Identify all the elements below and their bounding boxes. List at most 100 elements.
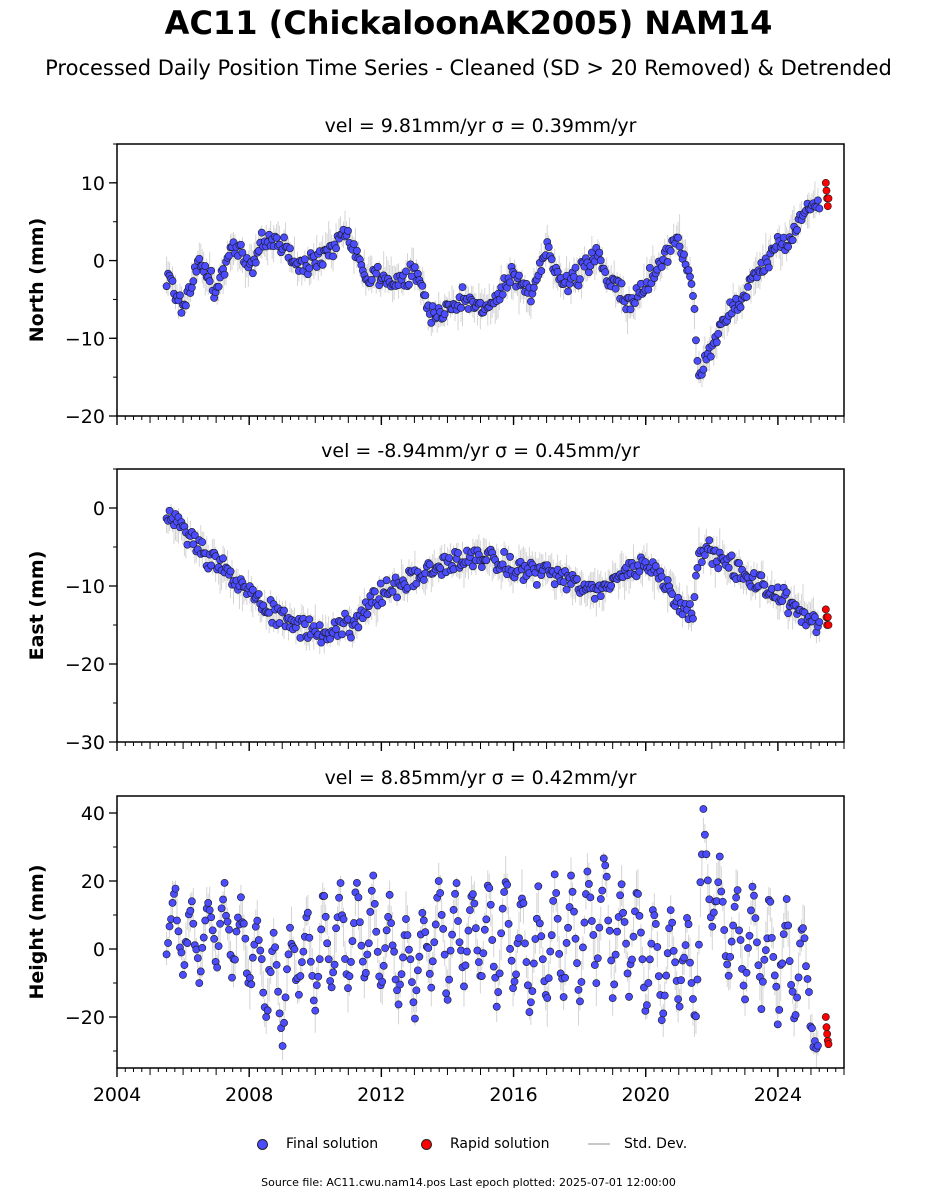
final-solution-point xyxy=(813,1041,822,1050)
legend-marker-std xyxy=(588,1143,610,1145)
final-solution-point xyxy=(538,955,547,964)
final-solution-point xyxy=(326,977,335,985)
source-footer: Source file: AC11.cwu.nam14.pos Last epo… xyxy=(261,1176,676,1189)
final-solution-point xyxy=(717,887,726,896)
y-tick-label: −20 xyxy=(65,654,105,676)
y-tick-label: −30 xyxy=(65,732,105,754)
final-solution-point xyxy=(165,506,174,515)
final-solution-point xyxy=(668,918,677,927)
final-solution-point xyxy=(466,906,474,915)
final-solution-point xyxy=(751,914,760,923)
final-solution-point xyxy=(509,984,517,993)
legend-label-rapid: Rapid solution xyxy=(450,1136,550,1152)
final-solution-point xyxy=(272,960,281,969)
final-solution-point xyxy=(376,579,385,588)
final-solution-point xyxy=(327,983,336,992)
final-solution-point xyxy=(739,981,748,990)
final-solution-point xyxy=(419,916,428,925)
final-solution-point xyxy=(220,270,229,279)
final-solution-point xyxy=(577,978,586,986)
final-solution-point xyxy=(241,934,250,943)
final-solution-point xyxy=(345,972,354,981)
final-solution-point xyxy=(605,926,614,935)
final-solution-point xyxy=(425,969,434,978)
final-solution-point xyxy=(805,988,813,996)
final-solution-point xyxy=(280,1018,288,1027)
final-solution-point xyxy=(714,329,723,338)
final-solution-point xyxy=(419,576,428,584)
final-solution-point xyxy=(171,884,180,893)
final-solution-point xyxy=(766,897,775,906)
panel-title: vel = 9.81mm/yr σ = 0.39mm/yr xyxy=(325,115,637,137)
final-solution-point xyxy=(256,946,265,955)
final-solution-point xyxy=(193,954,202,963)
final-solution-point xyxy=(784,609,793,618)
final-solution-point xyxy=(686,958,694,967)
final-solution-point xyxy=(760,580,769,589)
final-solution-point xyxy=(772,982,781,991)
final-solution-point xyxy=(262,1013,271,1021)
final-solution-point xyxy=(589,931,598,939)
final-solution-point xyxy=(693,356,702,365)
y-axis-label: Height (mm) xyxy=(26,864,48,999)
final-solution-point xyxy=(378,977,387,986)
final-solution-point xyxy=(445,554,454,562)
final-solution-point xyxy=(782,588,791,597)
final-solution-point xyxy=(544,974,553,983)
final-solution-point xyxy=(207,561,216,570)
y-tick-label: 0 xyxy=(93,498,105,520)
y-tick-label: 20 xyxy=(81,871,105,893)
chart-subtitle: Processed Daily Position Time Series - C… xyxy=(45,56,892,80)
final-solution-point xyxy=(567,871,575,880)
final-solution-point xyxy=(543,994,552,1002)
final-solution-point xyxy=(372,269,381,278)
final-solution-point xyxy=(699,365,708,374)
final-solution-point xyxy=(623,969,632,978)
rapid-solution-point xyxy=(821,178,830,187)
final-solution-point xyxy=(555,949,564,958)
y-tick-label: 0 xyxy=(93,939,105,961)
final-solution-point xyxy=(495,969,504,978)
final-solution-point xyxy=(610,980,619,989)
final-solution-point xyxy=(754,961,763,970)
final-solution-point xyxy=(619,908,627,917)
final-solution-point xyxy=(692,571,700,580)
final-solution-point xyxy=(638,955,647,964)
final-solution-point xyxy=(177,308,186,317)
final-solution-point xyxy=(689,995,697,1003)
final-solution-point xyxy=(815,204,824,213)
final-solution-point xyxy=(372,927,381,936)
final-solution-point xyxy=(408,978,416,987)
final-solution-point xyxy=(742,968,751,977)
final-solution-point xyxy=(427,983,436,992)
final-solution-point xyxy=(547,255,556,264)
final-solution-point xyxy=(248,585,257,594)
final-solution-point xyxy=(596,895,605,903)
final-solution-point xyxy=(584,880,593,888)
final-solution-point xyxy=(439,924,448,933)
final-solution-point xyxy=(532,580,541,589)
final-solution-point xyxy=(794,973,803,982)
final-solution-point xyxy=(201,916,210,925)
final-solution-point xyxy=(421,291,430,300)
final-solution-point xyxy=(714,878,723,887)
final-solution-point xyxy=(347,958,355,966)
final-solution-point xyxy=(409,998,418,1007)
final-solution-point xyxy=(402,915,410,923)
final-solution-point xyxy=(485,884,494,893)
legend-item-std: Std. Dev. xyxy=(588,1136,687,1152)
final-solution-point xyxy=(748,882,757,891)
final-solution-point xyxy=(559,993,568,1001)
final-solution-point xyxy=(784,242,793,251)
final-solution-point xyxy=(440,310,449,319)
final-solution-point xyxy=(421,928,430,937)
final-solution-point xyxy=(564,923,572,932)
final-solution-point xyxy=(463,947,471,956)
final-solution-point xyxy=(607,581,616,590)
final-solution-point xyxy=(295,990,303,999)
final-solution-point xyxy=(317,925,326,934)
final-solution-point xyxy=(675,242,684,251)
legend-marker-final xyxy=(257,1138,268,1150)
final-solution-point xyxy=(482,915,491,924)
final-solution-point xyxy=(405,280,413,289)
